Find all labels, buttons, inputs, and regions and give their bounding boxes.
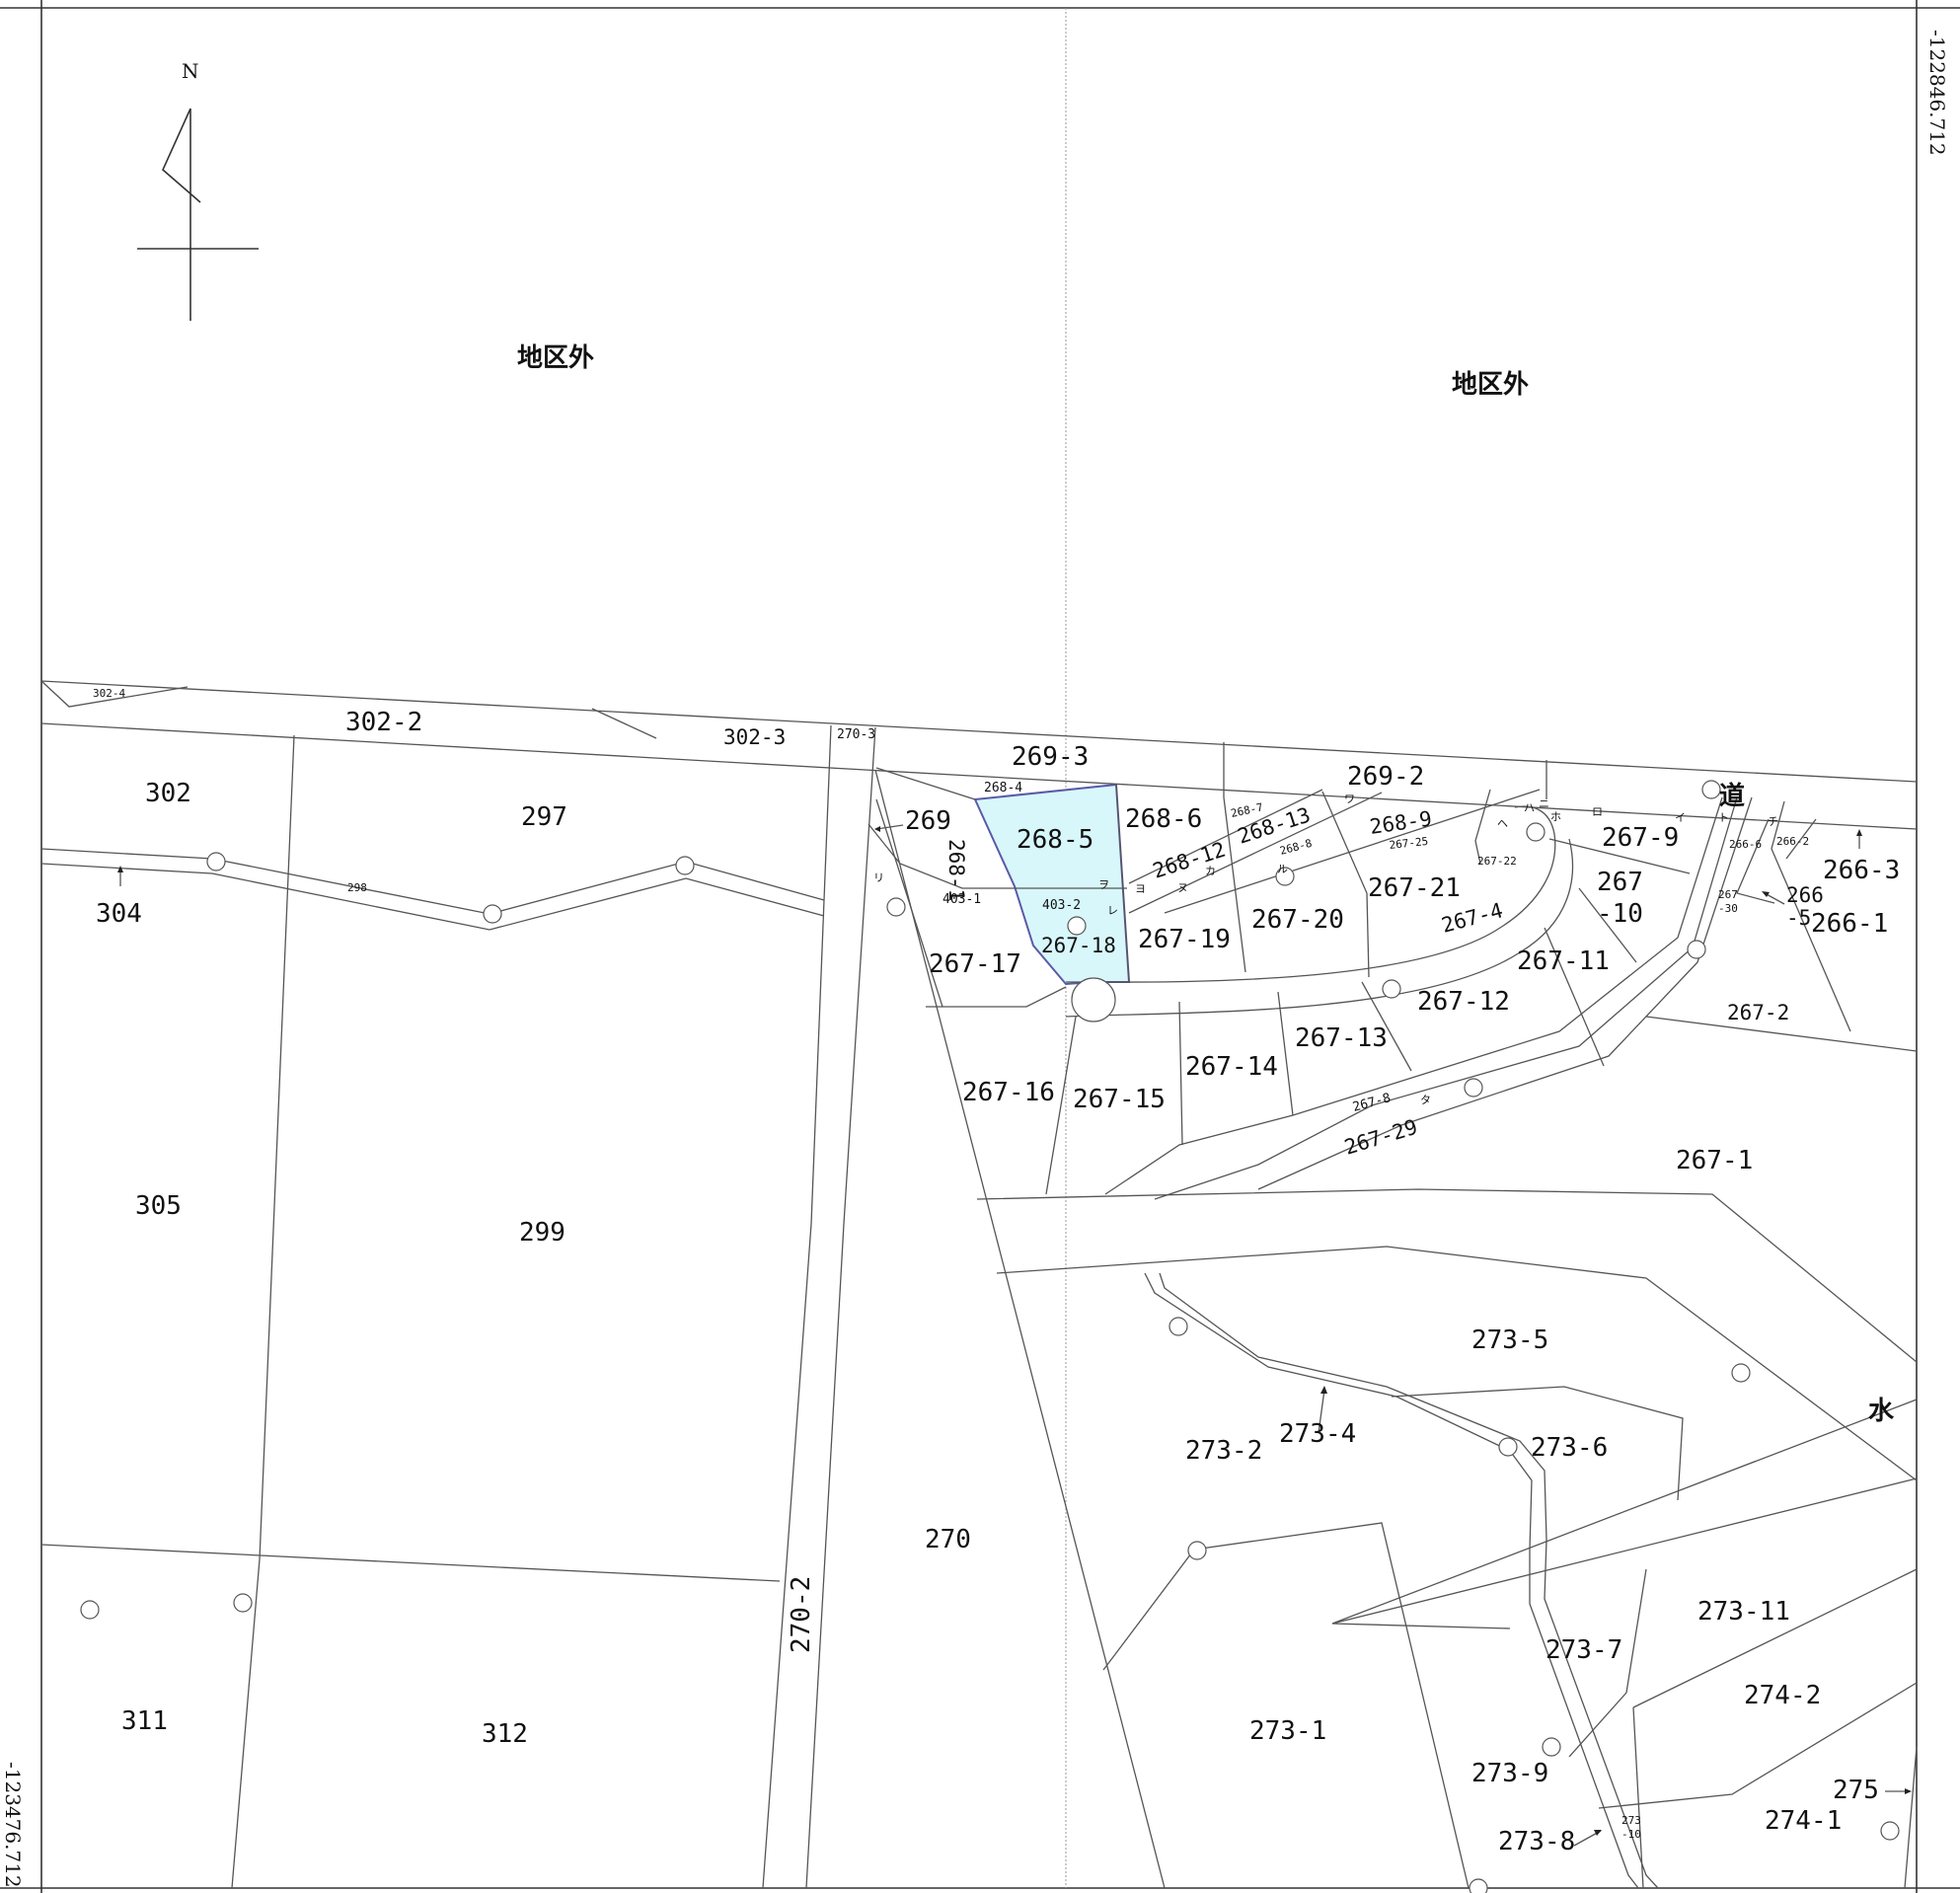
lot-label: 299 xyxy=(519,1218,565,1248)
point-letter: イ xyxy=(1675,811,1686,824)
lot-label: 267-12 xyxy=(1417,987,1510,1017)
point-letter: ト xyxy=(1718,811,1729,824)
north-arrow-icon: N xyxy=(137,59,259,321)
lot-label: 304 xyxy=(96,899,142,929)
lot-label: 298 xyxy=(347,881,367,894)
lot-label: -30 xyxy=(1718,902,1738,915)
lot-label: 267-20 xyxy=(1251,905,1344,935)
lot-label: 266-2 xyxy=(1776,835,1809,848)
lot-label: 267-29 xyxy=(1341,1115,1420,1160)
lot-label: 273-5 xyxy=(1471,1325,1548,1355)
lot-label: 273-6 xyxy=(1531,1433,1608,1463)
lot-label: 268-1 xyxy=(944,839,968,901)
point-letter: ニ xyxy=(1539,797,1549,810)
lot-label: 273-8 xyxy=(1498,1827,1575,1856)
lot-label: 267-2 xyxy=(1727,1001,1789,1024)
lot-label: 267-19 xyxy=(1138,925,1231,954)
lot-labels: 302-4 302-2 302-3 270-3 269-3 269-2 302 … xyxy=(93,687,1900,1856)
point-letter: チ xyxy=(1768,815,1778,828)
selected-lot-label: 268-5 xyxy=(1017,825,1093,855)
lot-label: 268-6 xyxy=(1125,804,1202,834)
lot-label: 302 xyxy=(145,779,191,808)
lot-label: 302-4 xyxy=(93,687,125,700)
lot-label: 267-25 xyxy=(1389,835,1429,852)
point-letters: リ ヲ ヨ ヌ カ ワ ル レ ヘ ハ ニ ホ ロ イ ト チ タ xyxy=(873,793,1778,1106)
coordinate-top-right: -122846.712 xyxy=(1925,30,1949,156)
lot-label: 403-1 xyxy=(942,892,981,907)
lot-label: 269 xyxy=(905,806,951,836)
lot-label: 273-9 xyxy=(1471,1759,1548,1788)
point-letter: ヨ xyxy=(1135,882,1146,895)
outside-district-right: 地区外 xyxy=(1452,370,1529,400)
lot-label: 267-1 xyxy=(1676,1146,1753,1175)
lot-label: 266 xyxy=(1786,883,1824,907)
lot-label: 273-2 xyxy=(1185,1436,1262,1466)
lot-label: 266-1 xyxy=(1811,909,1888,939)
point-letter: ヌ xyxy=(1177,881,1188,894)
lot-label: 302-2 xyxy=(345,708,422,737)
lot-label: 267-11 xyxy=(1517,946,1610,976)
lot-label: 269-3 xyxy=(1012,742,1089,772)
lot-label: 267-4 xyxy=(1439,898,1505,938)
coordinate-bottom-left: -123476.712 xyxy=(1,1762,25,1888)
water-label: 水 xyxy=(1868,1397,1895,1426)
point-letter: ハ xyxy=(1524,801,1535,814)
point-letter: タ xyxy=(1420,1094,1431,1106)
lot-label: 403-2 xyxy=(1042,898,1081,913)
lot-label: 273-1 xyxy=(1249,1716,1326,1746)
lot-label: -5 xyxy=(1786,906,1811,930)
lot-label: 267-21 xyxy=(1368,873,1461,903)
leader-arrows xyxy=(117,824,1912,1847)
lot-label: 269-2 xyxy=(1347,762,1424,792)
lot-label: 273 xyxy=(1621,1814,1641,1827)
lot-label: 267-18 xyxy=(1041,934,1116,957)
lot-label: 267-16 xyxy=(962,1078,1055,1107)
lot-label: 267-22 xyxy=(1477,855,1517,868)
point-letter: レ xyxy=(1107,904,1118,917)
lot-label: 267-15 xyxy=(1073,1085,1166,1114)
lot-label: 297 xyxy=(521,802,567,832)
lot-label: 267-17 xyxy=(929,949,1021,979)
lot-label: 274-2 xyxy=(1744,1681,1821,1710)
lot-label: 273-11 xyxy=(1697,1597,1790,1627)
lot-label: 268-12 xyxy=(1150,837,1229,882)
lot-label: 268-4 xyxy=(984,781,1022,795)
point-letter: ホ xyxy=(1550,810,1561,823)
lot-label: 266-6 xyxy=(1729,838,1762,851)
lot-label: 267-14 xyxy=(1185,1052,1278,1082)
lot-label: 275 xyxy=(1833,1776,1879,1805)
road-label: 道 xyxy=(1719,781,1745,811)
lot-label: 270 xyxy=(925,1525,971,1554)
point-letter: ロ xyxy=(1592,805,1603,818)
lot-label: 267 xyxy=(1718,888,1738,901)
lot-label: 267-13 xyxy=(1295,1023,1388,1053)
lot-label: 311 xyxy=(121,1706,168,1736)
lot-label: 270-3 xyxy=(837,727,875,742)
point-letter: ヲ xyxy=(1098,878,1109,891)
point-letter: カ xyxy=(1205,865,1216,877)
point-letter: ワ xyxy=(1344,793,1355,805)
lot-label: 270-2 xyxy=(787,1576,816,1653)
lot-label: 267-9 xyxy=(1602,823,1679,853)
lot-label: 267 xyxy=(1597,868,1643,897)
lot-label: 266-3 xyxy=(1823,856,1900,885)
parcel-boundaries xyxy=(40,680,1918,1889)
north-label: N xyxy=(182,59,199,83)
lot-label: -10 xyxy=(1621,1828,1641,1841)
lot-label: 274-1 xyxy=(1765,1806,1842,1836)
lot-label: -10 xyxy=(1597,899,1643,929)
lot-label: 302-3 xyxy=(723,725,786,749)
lot-label: 268-9 xyxy=(1368,806,1433,839)
survey-markers xyxy=(80,780,1900,1893)
lot-label: 312 xyxy=(482,1719,528,1749)
lot-label: 273-7 xyxy=(1545,1635,1622,1665)
lot-label: 273-4 xyxy=(1279,1419,1356,1449)
lot-label: 305 xyxy=(135,1191,182,1221)
outside-district-left: 地区外 xyxy=(517,343,594,373)
point-letter: ヘ xyxy=(1497,817,1508,830)
point-letter: ル xyxy=(1277,863,1288,875)
point-letter: リ xyxy=(873,871,884,884)
